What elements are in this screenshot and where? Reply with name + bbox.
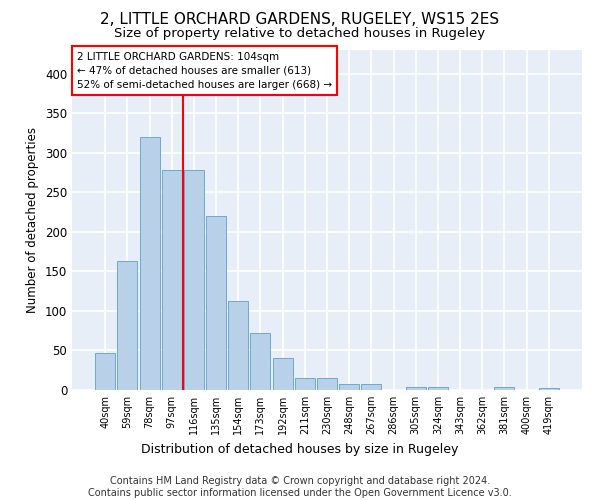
Bar [228,300,248,390]
Text: Distribution of detached houses by size in Rugeley: Distribution of detached houses by size … [142,442,458,456]
Bar [494,387,514,390]
Text: Contains HM Land Registry data © Crown copyright and database right 2024.
Contai: Contains HM Land Registry data © Crown c… [88,476,512,498]
Text: 2 LITTLE ORCHARD GARDENS: 104sqm
← 47% of detached houses are smaller (613)
52% : 2 LITTLE ORCHARD GARDENS: 104sqm ← 47% o… [77,52,332,90]
Bar [250,333,271,390]
Bar [272,358,293,390]
Bar [184,170,204,390]
Bar [118,261,137,390]
Bar [206,216,226,390]
Bar [339,384,359,390]
Y-axis label: Number of detached properties: Number of detached properties [26,127,40,313]
Text: 2, LITTLE ORCHARD GARDENS, RUGELEY, WS15 2ES: 2, LITTLE ORCHARD GARDENS, RUGELEY, WS15… [100,12,500,28]
Bar [361,384,382,390]
Bar [95,353,115,390]
Bar [406,387,426,390]
Bar [317,378,337,390]
Bar [295,378,315,390]
Bar [140,137,160,390]
Text: Size of property relative to detached houses in Rugeley: Size of property relative to detached ho… [115,28,485,40]
Bar [539,388,559,390]
Bar [428,387,448,390]
Bar [162,170,182,390]
